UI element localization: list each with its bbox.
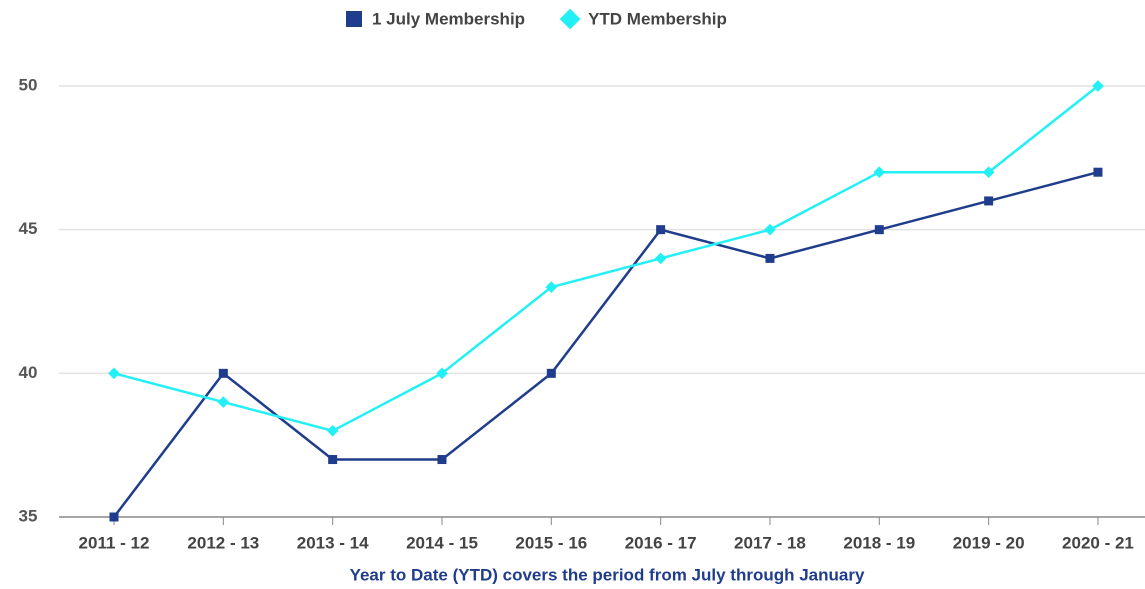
legend-label: 1 July Membership: [372, 9, 525, 28]
data-point: [326, 424, 339, 437]
data-point: [1093, 167, 1103, 177]
series-line: [113, 85, 1099, 433]
x-tick-label: 2019 - 20: [953, 533, 1025, 552]
data-point: [874, 225, 884, 235]
x-tick-label: 2011 - 12: [79, 533, 150, 552]
data-point: [437, 455, 447, 465]
data-point: [765, 253, 775, 263]
data-point: [545, 281, 558, 293]
legend-marker: [346, 11, 362, 27]
y-tick-label: 50: [19, 75, 38, 94]
data-point: [873, 166, 886, 179]
x-tick-label: 2017 - 18: [734, 533, 806, 552]
x-axis-label: Year to Date (YTD) covers the period fro…: [350, 565, 865, 584]
legend-label: YTD Membership: [588, 9, 727, 28]
series-line: [113, 170, 1099, 518]
data-point: [982, 166, 995, 179]
data-point: [984, 196, 994, 206]
data-point: [654, 252, 667, 265]
y-tick-label: 35: [19, 506, 38, 525]
data-point: [1092, 80, 1104, 92]
y-tick-label: 45: [19, 219, 38, 238]
data-point: [328, 455, 338, 465]
x-tick-label: 2014 - 15: [406, 533, 478, 552]
y-tick-label: 40: [19, 363, 38, 382]
data-point: [436, 367, 448, 380]
data-point: [764, 223, 776, 236]
x-tick-label: 2018 - 19: [843, 533, 915, 552]
data-point: [108, 367, 120, 380]
data-point: [656, 225, 666, 235]
x-tick-label: 2015 - 16: [515, 533, 587, 552]
x-tick-label: 2020 - 21: [1062, 533, 1134, 552]
x-tick-label: 2016 - 17: [625, 533, 697, 552]
x-tick-label: 2013 - 14: [297, 533, 369, 552]
x-tick-label: 2012 - 13: [187, 533, 259, 552]
data-point: [109, 512, 119, 522]
data-point: [217, 396, 230, 408]
data-point: [546, 368, 556, 378]
legend-marker: [559, 8, 581, 30]
data-point: [218, 368, 228, 378]
